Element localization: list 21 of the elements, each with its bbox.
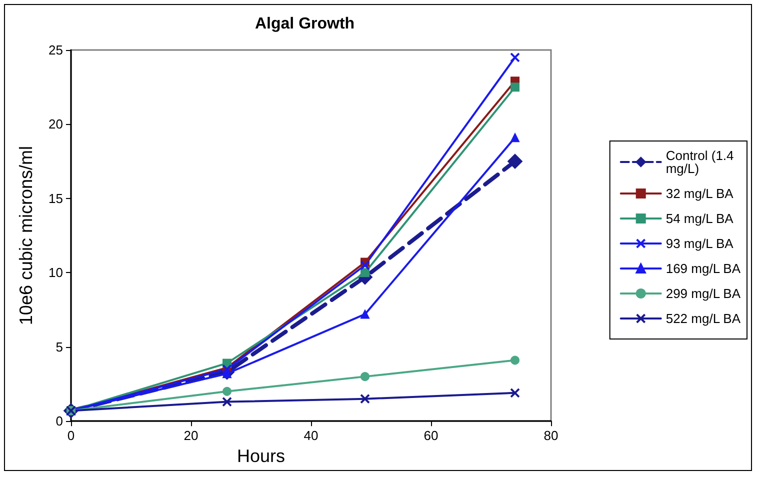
x-tick-label: 20	[184, 428, 198, 444]
legend-label: 54 mg/L BA	[666, 211, 734, 226]
y-tick-label: 20	[48, 116, 63, 132]
legend-label: 32 mg/L BA	[666, 186, 734, 201]
y-tick-label: 15	[48, 190, 63, 206]
legend-label: Control (1.4 mg/L)	[666, 148, 738, 176]
chart-title: Algal Growth	[255, 16, 355, 32]
x-tick-label: 80	[544, 428, 558, 444]
legend-label: 93 mg/L BA	[666, 236, 734, 251]
legend-label: 522 mg/L BA	[666, 311, 741, 326]
x-tick-label: 60	[424, 428, 438, 444]
y-tick-label: 10	[48, 265, 63, 280]
y-tick-label: 25	[48, 42, 63, 58]
x-tick-label: 40	[304, 428, 318, 444]
y-axis-title: 10e6 cubic microns/ml	[16, 146, 36, 326]
x-tick-label: 0	[67, 428, 75, 444]
y-tick-label: 0	[56, 414, 63, 429]
y-tick-label: 5	[56, 339, 63, 354]
legend-label: 299 mg/L BA	[666, 286, 741, 301]
legend-label: 169 mg/L BA	[666, 261, 741, 276]
x-axis-title: Hours	[236, 446, 286, 466]
